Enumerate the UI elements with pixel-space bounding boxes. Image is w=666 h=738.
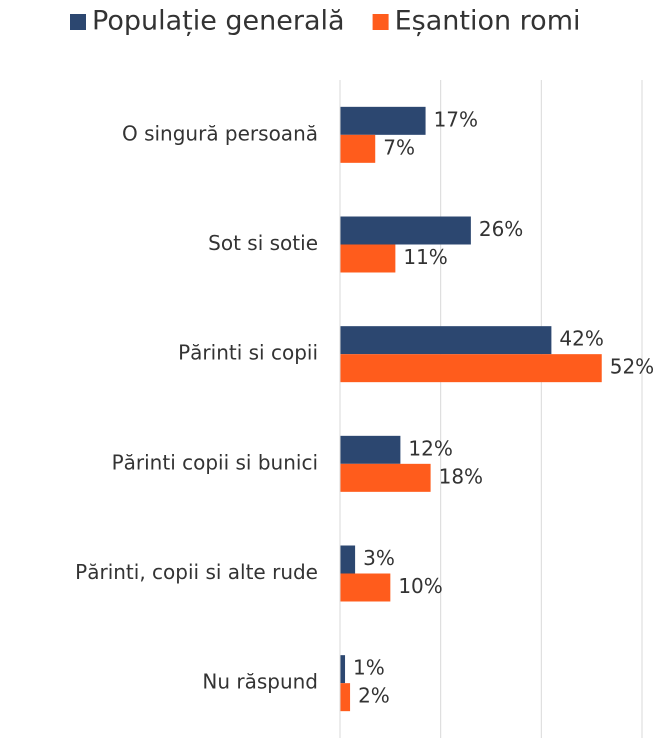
value-label: 18% — [439, 464, 483, 488]
category-label: Părinti, copii si alte rude — [75, 560, 318, 584]
bar — [340, 134, 376, 163]
bar — [340, 326, 552, 355]
bar — [340, 435, 401, 464]
value-label: 3% — [363, 546, 395, 570]
value-label: 52% — [610, 355, 654, 379]
value-label: 10% — [398, 574, 442, 598]
bar — [340, 463, 431, 492]
category-label: O singură persoană — [122, 121, 318, 145]
bar — [340, 683, 351, 712]
value-label: 17% — [434, 107, 478, 131]
category-label: Părinti copii si bunici — [112, 450, 318, 474]
value-label: 1% — [353, 656, 385, 680]
legend-label: Eșantion romi — [395, 6, 581, 37]
bar — [340, 106, 426, 135]
bar — [340, 354, 602, 383]
legend-label: Populație generală — [92, 6, 345, 37]
bar — [340, 216, 471, 245]
bar — [340, 573, 391, 602]
bar — [340, 545, 356, 574]
value-label: 7% — [383, 135, 415, 159]
value-label: 11% — [403, 245, 447, 269]
value-label: 26% — [479, 217, 523, 241]
value-label: 2% — [358, 684, 390, 708]
value-label: 12% — [408, 436, 452, 460]
legend-swatch — [70, 14, 86, 30]
bar — [340, 244, 396, 273]
category-label: Nu răspund — [202, 670, 318, 694]
value-label: 42% — [559, 327, 603, 351]
category-label: Sot si sotie — [208, 231, 318, 255]
category-label: Părinti si copii — [178, 341, 318, 365]
bar — [340, 655, 346, 684]
legend-swatch — [372, 14, 389, 30]
